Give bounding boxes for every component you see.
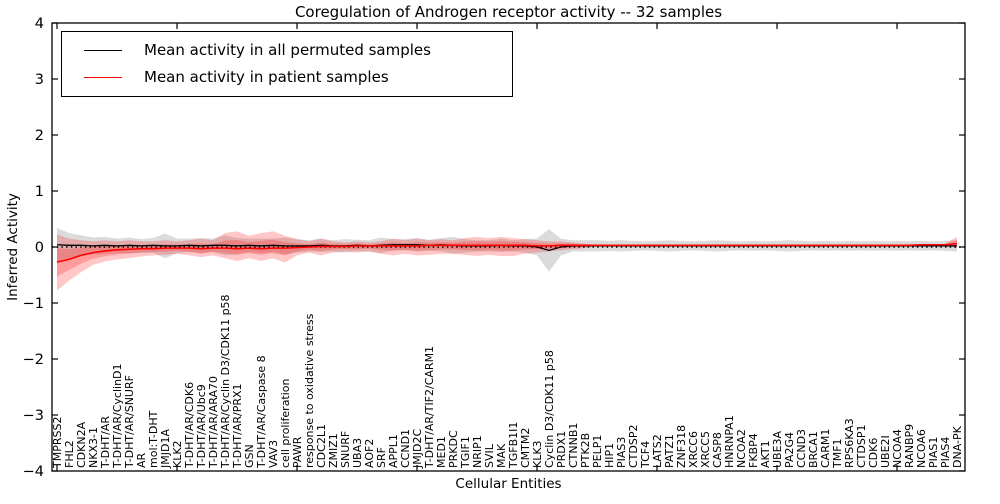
x-category-label: T-DHT/AR/PRX1 xyxy=(231,383,244,469)
x-category-label: BRCA1 xyxy=(807,431,820,468)
x-category-label: CMTM2 xyxy=(519,428,532,468)
y-tick-label: 1 xyxy=(35,184,44,200)
x-category-label: TMPRSS2 xyxy=(51,417,64,469)
x-category-label: XRCC6 xyxy=(687,431,700,468)
patient-mean-line xyxy=(56,242,958,263)
x-category-label: response to oxidative stress xyxy=(303,313,316,468)
x-category-label: PTK2B xyxy=(579,433,592,468)
x-category-label: AKT1 xyxy=(759,440,772,468)
x-category-label: MAK xyxy=(495,443,508,468)
x-category-label: PRDX1 xyxy=(555,431,568,468)
legend-label-patient: Mean activity in patient samples xyxy=(144,68,389,86)
legend-line-red xyxy=(84,76,122,78)
x-category-label: CTDSP1 xyxy=(855,425,868,468)
band-permuted-range xyxy=(57,227,957,272)
x-category-label: PIAS3 xyxy=(615,437,628,468)
x-category-label: PIAS1 xyxy=(927,437,940,468)
x-category-label: SVIL xyxy=(483,443,496,468)
x-category-label: JMJD1A xyxy=(159,429,172,469)
x-category-label: CDK6 xyxy=(867,438,880,468)
x-category-label: ZMIZ1 xyxy=(327,433,340,468)
x-category-label: CCND1 xyxy=(399,429,412,468)
chart-title: Coregulation of Androgen receptor activi… xyxy=(294,3,723,21)
x-category-label: SNURF xyxy=(339,431,352,468)
x-category-label: T-DHT/AR/CDK6 xyxy=(183,382,196,469)
x-category-label: AR xyxy=(135,452,148,468)
y-tick-label: −4 xyxy=(23,464,44,480)
y-tick-label: 3 xyxy=(35,72,44,88)
x-category-label: RPS6KA3 xyxy=(843,418,856,468)
x-category-label: CDC2L1 xyxy=(315,424,328,468)
x-category-label: TCF4 xyxy=(639,441,652,469)
legend-box: Mean activity in all permuted samples Me… xyxy=(61,31,513,97)
x-category-label: APPL1 xyxy=(387,434,400,468)
x-category-label: FKBP4 xyxy=(747,433,760,468)
x-category-label: UBA3 xyxy=(351,438,364,468)
x-category-label: NKX3-1 xyxy=(87,427,100,468)
x-category-label: cell proliferation xyxy=(279,378,292,468)
x-category-label: KLK3 xyxy=(531,440,544,468)
x-category-label: NCOA2 xyxy=(735,429,748,468)
x-category-label: FHL2 xyxy=(63,440,76,468)
x-category-label: RANBP9 xyxy=(903,424,916,468)
x-category-label: MED1 xyxy=(435,436,448,468)
x-category-label: SRF xyxy=(375,447,388,468)
x-category-label: DNA-PK xyxy=(951,425,964,468)
x-category-label: CDKN2A xyxy=(75,421,88,468)
legend-item-patient: Mean activity in patient samples xyxy=(84,68,502,86)
x-category-label: T-DHT/AR xyxy=(99,416,112,469)
x-category-label: PRKDC xyxy=(447,430,460,468)
legend-line-black xyxy=(84,49,122,51)
x-category-label: PIAS4 xyxy=(939,437,952,468)
x-category-label: XRCC5 xyxy=(699,431,712,468)
x-category-label: VAV3 xyxy=(267,440,280,468)
x-category-label: UBE3A xyxy=(771,430,784,468)
y-tick-label: 2 xyxy=(35,128,44,144)
x-category-label: CCND3 xyxy=(795,429,808,468)
x-category-label: KLK2 xyxy=(171,440,184,468)
x-category-label: PA2G4 xyxy=(783,432,796,468)
x-category-label: TGIF1 xyxy=(459,436,472,469)
x-category-label: ZNF318 xyxy=(675,425,688,468)
x-category-label: CASP8 xyxy=(711,432,724,468)
x-category-label: T-DHT/AR/Caspase 8 xyxy=(255,355,268,469)
x-category-label: PAWR xyxy=(291,436,304,468)
x-category-label: T-DHT/AR/Ubc9 xyxy=(195,384,208,469)
x-category-label: CARM1 xyxy=(819,429,832,468)
x-category-label: Cyclin D3/CDK11 p58 xyxy=(543,350,556,468)
x-category-label: PATZ1 xyxy=(663,434,676,468)
x-category-label: T-DHT/AR/Cyclin D3/CDK11 p58 xyxy=(219,294,232,469)
x-category-label: T-DHT/AR/TIF2/CARM1 xyxy=(423,346,436,469)
x-category-label: T-DHT/AR/SNURF xyxy=(123,375,136,469)
y-tick-label: −3 xyxy=(23,408,44,424)
x-category-label: CTNNB1 xyxy=(567,423,580,468)
x-category-label: JMJD2C xyxy=(411,429,424,469)
y-tick-label: 0 xyxy=(35,240,44,256)
x-category-label: HIP1 xyxy=(603,443,616,468)
x-category-label: NRIP1 xyxy=(471,435,484,468)
x-category-label: PELP1 xyxy=(591,435,604,468)
x-category-label: AOF2 xyxy=(363,439,376,468)
x-category-label: GSN xyxy=(243,444,256,468)
x-category-label: TGFB1I1 xyxy=(507,422,520,469)
x-category-label: T-DHT/AR/CyclinD1 xyxy=(111,363,124,469)
x-category-label: T-DHT/AR/ARA70 xyxy=(207,376,220,469)
x-category-label: NCOA4 xyxy=(891,429,904,468)
y-tick-label: 4 xyxy=(35,16,44,32)
x-category-label: TMF1 xyxy=(831,438,844,469)
y-tick-label: −1 xyxy=(23,296,44,312)
x-category-label: HNRNPA1 xyxy=(723,415,736,468)
x-category-label: NCOA6 xyxy=(915,429,928,468)
x-category-label: UBE2I xyxy=(879,435,892,468)
x-category-label: mol:T-DHT xyxy=(147,410,160,468)
x-category-label: LATS2 xyxy=(651,434,664,468)
x-axis-label: Cellular Entities xyxy=(455,476,562,492)
legend-label-permuted: Mean activity in all permuted samples xyxy=(144,41,431,59)
y-axis-label: Inferred Activity xyxy=(5,193,21,301)
y-tick-label: −2 xyxy=(23,352,44,368)
legend-item-permuted: Mean activity in all permuted samples xyxy=(84,41,502,59)
x-category-label: CTDSP2 xyxy=(627,425,640,468)
